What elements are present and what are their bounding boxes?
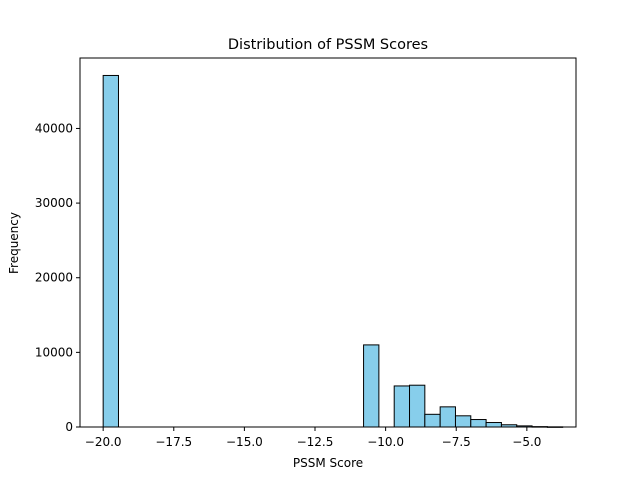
histogram-bar: [363, 344, 380, 428]
x-axis-label: PSSM Score: [293, 456, 363, 470]
bars-group: [102, 74, 564, 428]
histogram-bar: [485, 422, 502, 428]
x-axis: −20.0 −17.5 −15.0 −12.5 −10.0 −7.5 −5.0: [85, 427, 541, 449]
y-axis: 0 10000 20000 30000 40000: [35, 121, 80, 434]
x-tick-label: −5.0: [512, 435, 541, 449]
histogram-bar: [439, 406, 456, 428]
x-tick-label: −7.5: [442, 435, 471, 449]
y-axis-label: Frequency: [7, 212, 21, 274]
y-tick-label: 30000: [35, 196, 73, 210]
histogram-bar: [102, 74, 119, 428]
x-tick-label: −10.0: [367, 435, 404, 449]
y-tick-label: 20000: [35, 271, 73, 285]
histogram-bar: [454, 415, 472, 428]
histogram-bar: [424, 413, 441, 428]
chart-title: Distribution of PSSM Scores: [228, 37, 428, 53]
histogram-bar: [393, 385, 411, 428]
y-tick-label: 0: [65, 420, 73, 434]
x-tick-label: −12.5: [297, 435, 334, 449]
histogram-bar: [409, 384, 426, 428]
y-tick-label: 40000: [35, 121, 73, 135]
y-tick-label: 10000: [35, 345, 73, 359]
histogram-bar: [470, 419, 487, 428]
x-tick-label: −20.0: [85, 435, 122, 449]
plot-frame: [79, 57, 577, 428]
x-tick-label: −17.5: [155, 435, 192, 449]
x-tick-label: −15.0: [226, 435, 263, 449]
